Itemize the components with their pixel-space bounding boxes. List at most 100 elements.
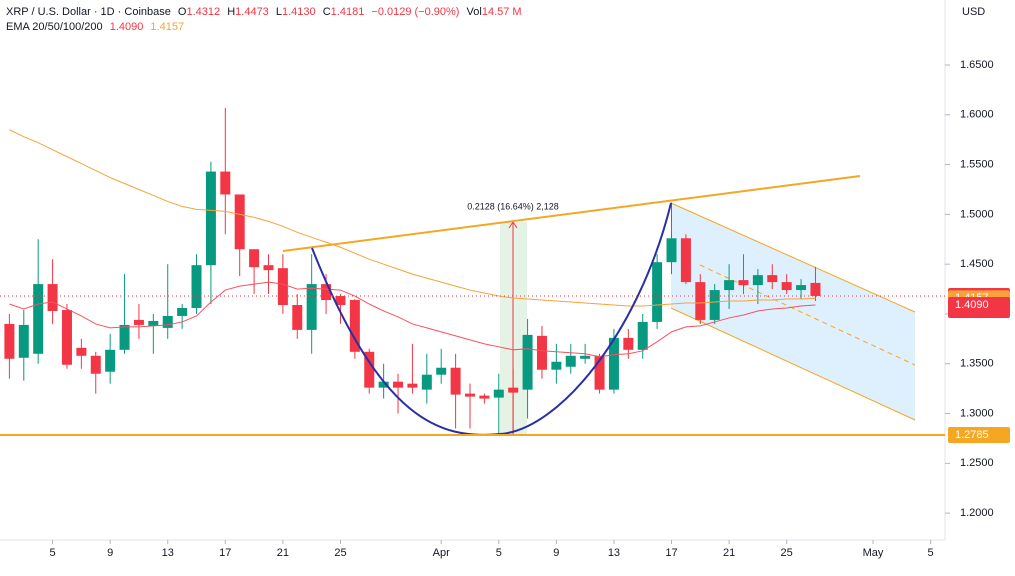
x-tick-label: 5 [496, 547, 502, 559]
x-tick-label: 17 [665, 547, 677, 559]
candle-body [33, 284, 44, 354]
candle-body [234, 194, 245, 250]
candle-body [810, 282, 821, 296]
candle-body [105, 349, 116, 372]
value: 1.4157 [150, 21, 184, 33]
symbol: XRP / U.S. Dollar · 1D · Coinbase [6, 6, 171, 18]
candle-body [407, 383, 418, 388]
candle-body [421, 374, 432, 390]
price-label-box [948, 297, 1010, 314]
value: 14.57 M [482, 6, 522, 18]
y-tick-label: 1.6000 [960, 109, 994, 121]
candle-body [90, 355, 101, 374]
candle-body [335, 296, 346, 306]
value: 1.4312 [186, 6, 220, 18]
x-tick-label: 9 [553, 547, 559, 559]
x-tick-label: 25 [781, 547, 793, 559]
candle-body [479, 395, 490, 399]
value: 1.4130 [282, 6, 316, 18]
candle-body [119, 324, 130, 350]
candle-body [565, 355, 576, 367]
resistance-line [282, 175, 861, 252]
y-tick-label: 1.2000 [960, 507, 994, 519]
candle-body [148, 320, 159, 326]
y-tick-label: 1.5000 [960, 208, 994, 220]
channel-lower [670, 307, 916, 421]
candle-body [767, 275, 778, 283]
candle-body [321, 284, 332, 301]
candle-body [306, 284, 317, 330]
price-label: 1.4090 [955, 299, 989, 311]
ema-line: EMA 20/50/100/200 1.4090 1.4157 [6, 21, 184, 33]
y-tick-label: 1.6500 [960, 59, 994, 71]
candle-body [364, 351, 375, 388]
candle-body [608, 337, 619, 390]
channel-upper [670, 202, 916, 313]
candle-body [781, 282, 792, 291]
candle-body [522, 334, 533, 390]
candle-body [191, 265, 202, 308]
x-tick-label: 13 [162, 547, 174, 559]
label: H [227, 6, 235, 18]
candle-body [205, 171, 216, 266]
ema-line [9, 281, 816, 358]
x-tick-label: 21 [723, 547, 735, 559]
label: EMA 20/50/100/200 [6, 21, 103, 33]
value: 1.4181 [331, 6, 365, 18]
x-tick-label: 5 [50, 547, 56, 559]
candle-body [536, 335, 547, 370]
ema-line [9, 129, 816, 307]
price-label: 1.2785 [955, 429, 989, 441]
label: Vol [467, 6, 482, 18]
candle-body [637, 321, 648, 350]
candle-body [133, 319, 144, 325]
x-tick-label: Apr [433, 547, 450, 559]
x-tick-label: 13 [608, 547, 620, 559]
candle-body [349, 300, 360, 352]
candle-body [18, 324, 29, 358]
y-tick-label: 1.2500 [960, 457, 994, 469]
candle-body [666, 238, 677, 263]
candle-body [551, 361, 562, 370]
candle-body [709, 290, 720, 320]
candle-body [680, 238, 691, 283]
channel-mid [699, 264, 916, 366]
label: O [178, 6, 187, 18]
marks [4, 107, 821, 434]
legend-line: XRP / U.S. Dollar · 1D · Coinbase O1.431… [6, 6, 522, 18]
label: L [276, 6, 282, 18]
measure-label: 0.2128 (16.64%) 2,128 [467, 201, 559, 211]
candle-body [393, 381, 404, 388]
candle-body [378, 381, 389, 388]
candle-body [277, 268, 288, 306]
channel-fill [671, 203, 915, 420]
candle-body [738, 280, 749, 286]
candle-body [652, 262, 663, 322]
candle-body [594, 355, 605, 390]
candle-body [76, 347, 87, 356]
candle-body [47, 284, 58, 311]
y-tick-label: 1.3500 [960, 358, 994, 370]
candle-body [263, 265, 274, 271]
y-tick-label: 1.3000 [960, 407, 994, 419]
x-tick-label: 17 [219, 547, 231, 559]
candle-body [162, 315, 173, 328]
value: 1.4090 [110, 21, 144, 33]
candle-body [493, 389, 504, 398]
y-tick-label: 1.4500 [960, 258, 994, 270]
candle-body [508, 387, 519, 393]
currency: USD [962, 6, 985, 18]
y-tick-label: 1.5500 [960, 159, 994, 171]
x-tick-label: 9 [107, 547, 113, 559]
candle-body [61, 309, 72, 365]
candle-body [220, 171, 231, 195]
candle-body [4, 323, 15, 359]
candle-body [436, 367, 447, 375]
candle-body [695, 282, 706, 320]
candle-body [177, 307, 188, 316]
x-tick-label: 21 [277, 547, 289, 559]
candle-body [580, 355, 591, 359]
candle-body [465, 393, 475, 397]
